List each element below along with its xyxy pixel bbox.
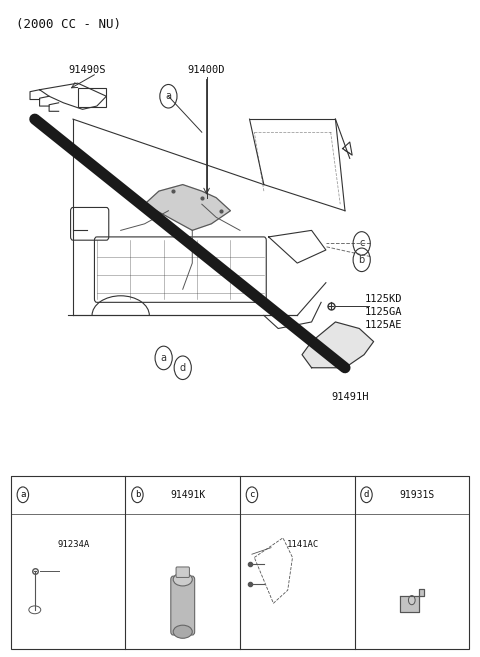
Text: a: a [161,353,167,363]
Bar [11,476,469,649]
Text: c: c [249,490,254,499]
Circle shape [408,595,415,604]
Text: a: a [166,91,171,101]
FancyBboxPatch shape [176,567,190,578]
Text: b: b [135,490,140,499]
Bar [11,476,125,514]
Polygon shape [144,185,230,231]
Text: 1125GA: 1125GA [364,307,402,317]
Text: 91234A: 91234A [58,540,90,549]
FancyBboxPatch shape [171,576,195,635]
Text: 1125KD: 1125KD [364,294,402,304]
Text: 91400D: 91400D [188,65,225,75]
Text: 91490S: 91490S [69,65,106,75]
Ellipse shape [173,573,192,586]
Text: 1141AC: 1141AC [287,540,319,549]
Text: b: b [359,255,365,265]
Text: 91491H: 91491H [331,392,369,402]
Polygon shape [400,589,424,612]
FancyArrowPatch shape [345,150,350,154]
Text: 1125AE: 1125AE [364,320,402,330]
Text: c: c [359,238,364,248]
Bar [240,476,355,514]
Bar [355,476,469,514]
Text: 91931S: 91931S [399,489,434,500]
Text: 91491K: 91491K [170,489,205,500]
Text: (2000 CC - NU): (2000 CC - NU) [16,18,120,31]
Ellipse shape [173,625,192,638]
Text: d: d [180,363,186,373]
Text: d: d [364,490,369,499]
Text: a: a [20,490,25,499]
Polygon shape [302,322,373,368]
Bar [125,476,240,514]
